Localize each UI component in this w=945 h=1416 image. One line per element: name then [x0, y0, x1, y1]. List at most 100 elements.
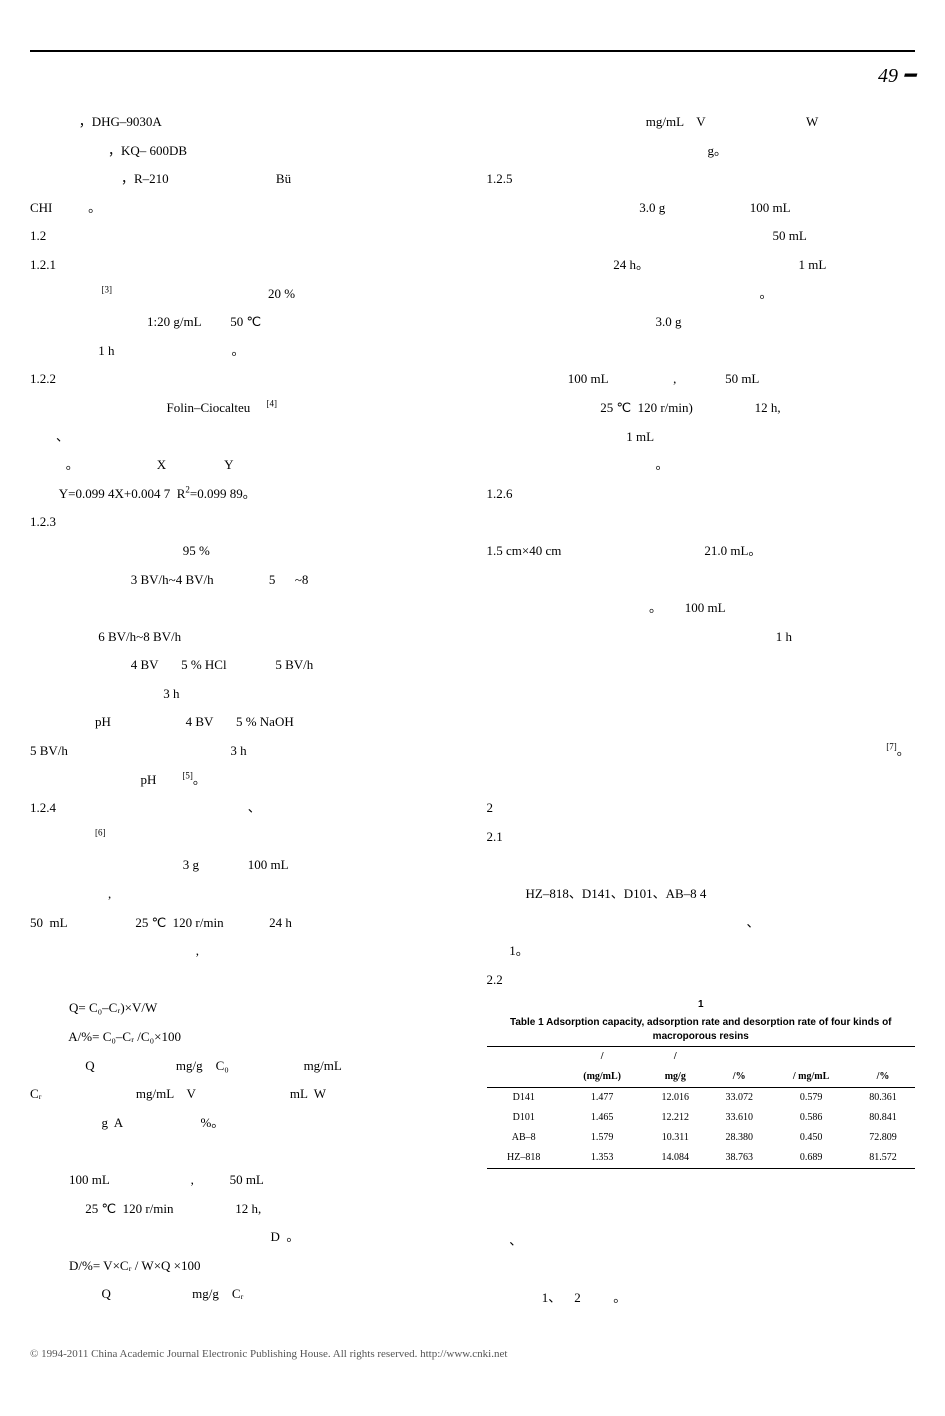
- table-row: D1411.47712.01633.0720.57980.361: [487, 1088, 916, 1109]
- text-line: [30, 594, 459, 623]
- table-cell: 12.016: [643, 1088, 707, 1109]
- table-header-cell: /%: [707, 1067, 771, 1088]
- text-line: 6 BV/h~8 BV/h: [30, 623, 459, 652]
- table-cell: 0.579: [771, 1088, 851, 1109]
- text-line: [487, 508, 916, 537]
- text-line: Q= C₀–Cᵣ)×V/W: [30, 994, 459, 1023]
- text-line: 1.5 cm×40 cm 21.0 mL。: [487, 537, 916, 566]
- table-cell: 38.763: [707, 1148, 771, 1169]
- page-number: 49: [878, 65, 898, 87]
- table-cell: 1.579: [561, 1128, 643, 1148]
- table-header-cell: (mg/mL): [561, 1067, 643, 1088]
- text-line: [487, 851, 916, 880]
- table-cell: HZ–818: [487, 1148, 561, 1169]
- table-cell: 81.572: [851, 1148, 915, 1169]
- text-line: 。 X Y: [30, 451, 459, 480]
- text-line: Q mg/g Cᵣ: [30, 1280, 459, 1309]
- text-line: [3] 20 %: [30, 280, 459, 309]
- text-line: [487, 1198, 916, 1227]
- text-line: 1:20 g/mL 50 ℃: [30, 308, 459, 337]
- text-line: g A %。: [30, 1109, 459, 1138]
- text-line: 100 mL , 50 mL: [487, 365, 916, 394]
- text-line: pH 4 BV 5 % NaOH: [30, 708, 459, 737]
- table-header-cell: / mg/mL: [771, 1067, 851, 1088]
- text-line: 、: [30, 423, 459, 452]
- text-line: 50 mL 25 ℃ 120 r/min 24 h: [30, 909, 459, 938]
- table-cell: AB–8: [487, 1128, 561, 1148]
- table-row: D1011.46512.21233.6100.58680.841: [487, 1108, 916, 1128]
- table-header-cell: [851, 1047, 915, 1068]
- text-line: 、: [487, 909, 916, 938]
- resin-table: 1Table 1 Adsorption capacity, adsorption…: [487, 998, 916, 1169]
- text-line: 3 BV/h~4 BV/h 5 ~8: [30, 566, 459, 595]
- text-line: [30, 1137, 459, 1166]
- text-line: 1 h 。: [30, 337, 459, 366]
- text-line: 1 h: [487, 623, 916, 652]
- table-header-cell: [707, 1047, 771, 1068]
- text-line: Q mg/g C₀ mg/mL: [30, 1052, 459, 1081]
- table-cell: 0.689: [771, 1148, 851, 1169]
- text-line: 2.2: [487, 966, 916, 995]
- text-line: g。: [487, 137, 916, 166]
- text-line: [7]。: [487, 737, 916, 766]
- text-line: D 。: [30, 1223, 459, 1252]
- text-line: Y=0.099 4X+0.004 7 R2=0.099 89。: [30, 480, 459, 509]
- table-header-cell: [487, 1047, 561, 1068]
- text-line: [487, 708, 916, 737]
- table-cell: 1.353: [561, 1148, 643, 1169]
- text-line: [30, 966, 459, 995]
- table-header-cell: [771, 1047, 851, 1068]
- text-line: [487, 1169, 916, 1198]
- right-column: mg/mL V W g。1.2.5 3.0 g 100 m: [487, 108, 916, 1312]
- table-header-cell: mg/g: [643, 1067, 707, 1088]
- text-line: [487, 1255, 916, 1284]
- table-header-cell: /%: [851, 1067, 915, 1088]
- text-line: 1.2.2: [30, 365, 459, 394]
- table-cell: 72.809: [851, 1128, 915, 1148]
- text-line: 3.0 g: [487, 308, 916, 337]
- table-header-cell: /: [561, 1047, 643, 1068]
- footer: © 1994-2011 China Academic Journal Elect…: [30, 1342, 915, 1366]
- text-line: ，DHG–9030A: [30, 108, 459, 137]
- text-line: Cᵣ mg/mL V mL W: [30, 1080, 459, 1109]
- text-line: 95 %: [30, 537, 459, 566]
- text-line: 1.2.1: [30, 251, 459, 280]
- table-cell: 28.380: [707, 1128, 771, 1148]
- table-cell: 80.841: [851, 1108, 915, 1128]
- text-line: 5 BV/h 3 h: [30, 737, 459, 766]
- table-cell: 80.361: [851, 1088, 915, 1109]
- table-cell: D141: [487, 1088, 561, 1109]
- table-header-cell: /: [643, 1047, 707, 1068]
- page-header: 49 ━: [30, 50, 915, 98]
- table-title-cn: 1: [487, 998, 916, 1012]
- table-cell: 12.212: [643, 1108, 707, 1128]
- text-line: 100 mL , 50 mL: [30, 1166, 459, 1195]
- text-line: mg/mL V W: [487, 108, 916, 137]
- text-line: [487, 680, 916, 709]
- text-line: CHI 。: [30, 194, 459, 223]
- table-cell: 1.465: [561, 1108, 643, 1128]
- text-line: 25 ℃ 120 r/min 12 h,: [30, 1195, 459, 1224]
- table-cell: 33.072: [707, 1088, 771, 1109]
- text-line: 、: [487, 1227, 916, 1256]
- text-line: 1.2.4 、: [30, 794, 459, 823]
- table-cell: 10.311: [643, 1128, 707, 1148]
- table-cell: 33.610: [707, 1108, 771, 1128]
- text-line: 。: [487, 451, 916, 480]
- text-line: 1.2.3: [30, 508, 459, 537]
- text-line: [487, 337, 916, 366]
- text-line: A/%= C₀–Cᵣ /C₀×100: [30, 1023, 459, 1052]
- table-row: HZ–8181.35314.08438.7630.68981.572: [487, 1148, 916, 1169]
- text-line: 3.0 g 100 mL: [487, 194, 916, 223]
- text-line: Folin–Ciocalteu [4]: [30, 394, 459, 423]
- text-line: D/%= V×Cᵣ / W×Q ×100: [30, 1252, 459, 1281]
- text-line: 1 mL: [487, 423, 916, 452]
- text-line: ,: [30, 880, 459, 909]
- two-column-body: ，DHG–9030A ，KQ– 600DB ，R–210 BüCHI 。1.21…: [30, 108, 915, 1312]
- text-line: HZ–818、D141、D101、AB–8 4: [487, 880, 916, 909]
- text-line: 25 ℃ 120 r/min) 12 h,: [487, 394, 916, 423]
- text-line: 1。: [487, 937, 916, 966]
- text-line: 3 g 100 mL: [30, 851, 459, 880]
- table-cell: D101: [487, 1108, 561, 1128]
- table-cell: 0.586: [771, 1108, 851, 1128]
